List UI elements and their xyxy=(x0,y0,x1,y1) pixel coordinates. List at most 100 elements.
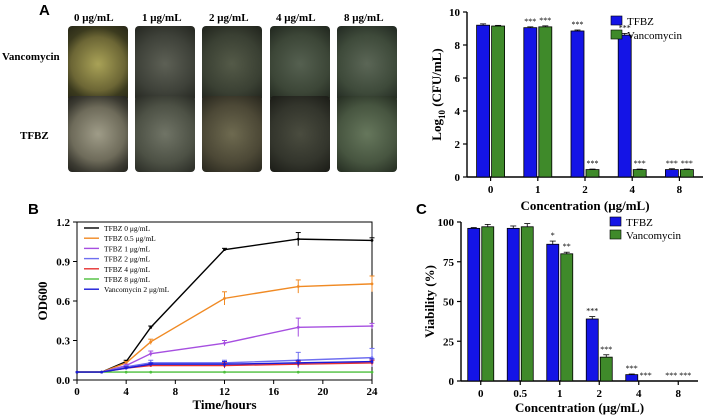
c-bar-tfbz xyxy=(585,318,599,382)
plate-tfbz-3 xyxy=(270,96,330,172)
c-y-tick-label: 0 xyxy=(449,376,455,388)
a-x-tick-label: 4 xyxy=(629,184,635,196)
a-y-label-sub: 10 xyxy=(437,110,447,120)
b-y-axis-label: OD600 xyxy=(35,282,50,321)
a-legend-swatch xyxy=(610,29,623,40)
plate-vancomycin-4 xyxy=(337,26,397,102)
c-y-tick-label: 75 xyxy=(443,257,455,269)
b-y-tick-label: 0.0 xyxy=(56,375,70,387)
b-y-tick-label: 0.9 xyxy=(56,257,70,269)
a-x-tick-label: 0 xyxy=(488,184,494,196)
c-y-tick-label: 50 xyxy=(443,297,455,309)
conc-label-3: 4 μg/mL xyxy=(276,12,316,24)
c-bar-vancomycin xyxy=(481,226,495,382)
b-legend-label: TFBZ 0 μg/mL xyxy=(104,224,151,233)
c-x-tick-label: 2 xyxy=(597,388,603,400)
a-bar-vancomycin xyxy=(585,169,600,178)
b-legend-label: TFBZ 4 μg/mL xyxy=(104,265,151,274)
plate-vancomycin-1 xyxy=(135,26,195,102)
a-bar-tfbz xyxy=(570,30,585,178)
a-y-tick-label: 10 xyxy=(449,7,461,19)
c-bar-tfbz xyxy=(506,227,520,382)
c-bar-tfbz xyxy=(546,243,560,382)
b-legend-label: TFBZ 1 μg/mL xyxy=(104,244,151,253)
a-significance: *** xyxy=(634,159,646,168)
plate-tfbz-4 xyxy=(337,96,397,172)
b-legend-label: TFBZ 8 μg/mL xyxy=(104,275,151,284)
plate-tfbz-0 xyxy=(68,96,128,172)
a-y-tick-label: 2 xyxy=(455,139,461,151)
b-x-tick-label: 8 xyxy=(173,386,179,398)
c-legend-swatch xyxy=(609,216,622,227)
plate-tfbz-1 xyxy=(135,96,195,172)
a-significance: *** xyxy=(587,159,599,168)
a-y-label-main: Log xyxy=(429,119,444,141)
c-x-tick-label: 1 xyxy=(557,388,563,400)
plate-tfbz-2 xyxy=(202,96,262,172)
c-significance: * xyxy=(551,231,555,240)
c-legend-label: TFBZ xyxy=(626,217,653,229)
a-y-tick-label: 0 xyxy=(455,172,461,184)
conc-label-1: 1 μg/mL xyxy=(142,12,182,24)
b-x-tick-label: 24 xyxy=(367,386,379,398)
c-bar-vancomycin xyxy=(560,253,574,382)
b-data-point xyxy=(124,370,128,374)
a-bar-tfbz xyxy=(523,27,538,178)
row-label-vancomycin: Vancomycin xyxy=(2,51,60,63)
b-legend-label: TFBZ 2 μg/mL xyxy=(104,255,151,264)
a-bar-vancomycin xyxy=(680,169,694,178)
a-x-tick-label: 1 xyxy=(535,184,541,196)
a-bar-tfbz xyxy=(617,34,632,178)
a-x-tick-label: 8 xyxy=(677,184,683,196)
b-legend-label: Vancomycin 2 μg/mL xyxy=(104,285,170,294)
a-legend-swatch xyxy=(610,15,623,26)
c-x-tick-label: 0.5 xyxy=(513,388,527,400)
panel-label-b: B xyxy=(28,201,39,218)
plate-vancomycin-0 xyxy=(68,26,128,102)
a-legend-label: TFBZ xyxy=(627,16,654,28)
b-x-tick-label: 20 xyxy=(317,386,329,398)
b-x-tick-label: 4 xyxy=(123,386,129,398)
b-data-point xyxy=(370,370,374,374)
b-data-point xyxy=(75,370,79,374)
panel-label-c: C xyxy=(416,201,427,218)
c-y-tick-label: 100 xyxy=(438,217,455,229)
b-data-point xyxy=(296,370,300,374)
b-y-tick-label: 0.6 xyxy=(56,296,70,308)
a-bar-tfbz xyxy=(476,24,491,178)
c-significance: *** xyxy=(600,345,612,354)
a-x-axis-label: Concentration (μg/mL) xyxy=(520,198,649,213)
c-legend-label: Vancomycin xyxy=(626,230,681,242)
plate-vancomycin-2 xyxy=(202,26,262,102)
a-y-tick-label: 4 xyxy=(455,106,461,118)
c-y-axis-label: Viability (%) xyxy=(422,265,437,338)
c-x-tick-label: 0 xyxy=(478,388,484,400)
conc-label-0: 0 μg/mL xyxy=(74,12,114,24)
b-x-tick-label: 16 xyxy=(268,386,280,398)
a-x-tick-label: 2 xyxy=(582,184,588,196)
a-y-axis-label: Log10 (CFU/mL) xyxy=(429,48,447,140)
c-significance: *** xyxy=(640,371,652,380)
c-significance: ** xyxy=(563,242,571,251)
c-significance: *** xyxy=(586,307,598,316)
a-bar-vancomycin xyxy=(491,25,506,178)
b-data-point xyxy=(223,370,226,374)
a-significance: *** xyxy=(666,159,678,168)
b-data-point xyxy=(149,370,153,374)
b-data-point xyxy=(100,370,103,374)
plate-vancomycin-3 xyxy=(270,26,330,102)
c-significance: *** xyxy=(626,364,638,373)
c-legend-swatch xyxy=(609,229,622,240)
a-y-tick-label: 6 xyxy=(455,73,461,85)
c-x-tick-label: 8 xyxy=(676,388,682,400)
c-x-axis-label: Concentration (μg/mL) xyxy=(515,400,644,415)
a-y-label-tail: (CFU/mL) xyxy=(429,48,444,110)
c-significance: *** xyxy=(679,371,691,380)
a-significance: *** xyxy=(539,16,551,25)
a-bar-tfbz xyxy=(665,169,679,178)
a-significance: *** xyxy=(681,159,693,168)
a-y-tick-label: 8 xyxy=(455,40,461,52)
c-bar-vancomycin xyxy=(520,226,534,382)
b-y-tick-label: 0.3 xyxy=(56,336,70,348)
